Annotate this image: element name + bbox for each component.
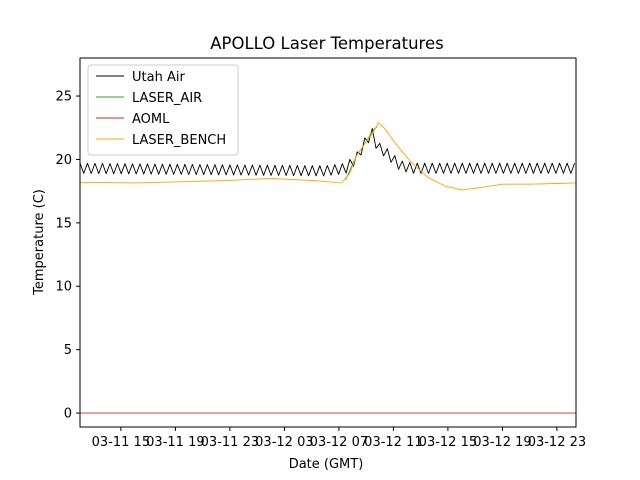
y-axis-ticks: 0 5 10 15 20 25 xyxy=(55,90,80,422)
legend-label: LASER_AIR xyxy=(132,91,202,106)
y-tick-label: 0 xyxy=(64,407,72,422)
legend-label: AOML xyxy=(132,112,170,127)
chart-title: APOLLO Laser Temperatures xyxy=(210,34,443,53)
x-tick-label: 03-12 07 xyxy=(310,435,368,450)
y-axis-label: Temperature (C) xyxy=(32,189,47,296)
x-tick-label: 03-12 03 xyxy=(255,435,313,450)
x-tick-label: 03-11 19 xyxy=(146,435,204,450)
legend-label: Utah Air xyxy=(132,70,185,85)
plot-frame xyxy=(79,57,577,428)
series-line-utah-air xyxy=(80,128,576,177)
y-tick-label: 25 xyxy=(55,90,72,105)
x-tick-label: 03-12 23 xyxy=(528,435,586,450)
series-layer xyxy=(80,122,576,414)
x-tick-label: 03-12 11 xyxy=(364,435,422,450)
x-axis-label: Date (GMT) xyxy=(289,457,364,472)
series-line-laser-bench xyxy=(80,122,576,191)
legend-box xyxy=(87,64,239,156)
y-tick-label: 5 xyxy=(64,343,72,358)
y-tick-label: 15 xyxy=(55,216,72,231)
y-tick-label: 10 xyxy=(55,280,72,295)
x-tick-label: 03-11 23 xyxy=(201,435,259,450)
y-tick-label: 20 xyxy=(55,153,72,168)
legend: Utah Air LASER_AIR AOML LASER_BENCH xyxy=(87,64,239,156)
x-tick-label: 03-12 15 xyxy=(419,435,477,450)
x-tick-label: 03-12 19 xyxy=(473,435,531,450)
legend-label: LASER_BENCH xyxy=(132,133,226,148)
x-tick-label: 03-11 15 xyxy=(92,435,150,450)
